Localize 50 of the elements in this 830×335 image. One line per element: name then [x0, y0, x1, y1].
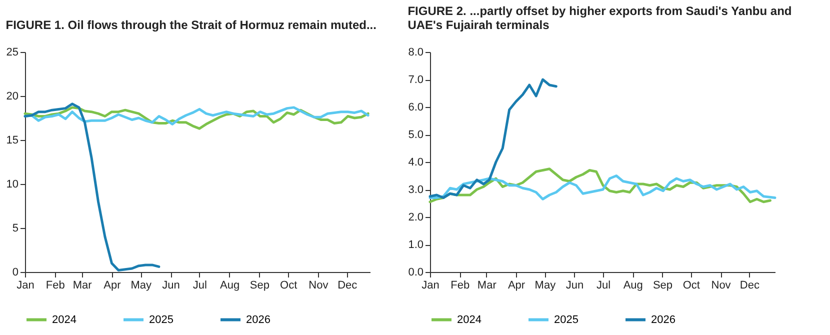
x-tick-label: Sep: [652, 280, 673, 292]
y-tick-label: 8.0: [408, 46, 424, 58]
x-tick-label: Aug: [220, 280, 240, 292]
y-tick-label: 20: [6, 90, 18, 102]
y-tick-label: 6.0: [408, 102, 424, 114]
y-tick-label: 5: [12, 222, 18, 234]
x-tick-label: Mar: [72, 280, 92, 292]
legend-label: 2024: [457, 314, 482, 326]
legend-label: 2025: [149, 314, 174, 326]
x-tick-label: Dec: [740, 280, 760, 292]
legend-label: 2024: [52, 314, 76, 326]
y-tick-label: 7.0: [408, 74, 424, 86]
legend-label: 2026: [651, 314, 676, 326]
x-tick-label: Apr: [104, 280, 122, 292]
x-tick-label: May: [130, 280, 152, 292]
x-tick-label: Feb: [46, 280, 65, 292]
x-tick-label: Apr: [508, 280, 526, 292]
x-tick-label: Dec: [338, 280, 358, 292]
legend-label: 2025: [554, 314, 578, 326]
line-series: [428, 78, 558, 199]
x-tick-label: Jan: [422, 280, 440, 292]
x-tick-label: Sep: [250, 280, 270, 292]
y-tick-label: 2.0: [408, 212, 424, 224]
legend-label: 2026: [246, 314, 270, 326]
x-tick-label: Aug: [623, 280, 643, 292]
x-tick-label: Nov: [711, 280, 732, 292]
y-tick-label: 5.0: [408, 129, 424, 141]
y-tick-label: 15: [6, 134, 18, 146]
y-tick-label: 25: [6, 46, 18, 58]
x-tick-label: Jan: [16, 280, 34, 292]
x-tick-label: Feb: [450, 280, 470, 292]
y-tick-label: 0.0: [408, 266, 424, 278]
x-tick-label: Jun: [566, 280, 584, 292]
x-tick-label: Jun: [162, 280, 180, 292]
x-tick-label: Jul: [192, 280, 207, 292]
x-tick-label: Nov: [308, 280, 329, 292]
y-tick-label: 1.0: [408, 239, 424, 251]
chart-title: FIGURE 2. ...partly offset by higher exports from Saudi's Yanbu and UAE's Fujairah terminals: [408, 4, 792, 32]
y-tick-label: 3.0: [408, 184, 424, 196]
x-tick-label: May: [534, 280, 556, 292]
y-tick-label: 4.0: [408, 156, 424, 168]
chart-title: FIGURE 1. Oil flows through the Strait of Hormuz remain muted...: [6, 18, 376, 32]
line-series: [428, 174, 776, 200]
x-tick-label: Oct: [280, 280, 298, 292]
x-tick-label: Mar: [477, 280, 497, 292]
y-tick-label: 0: [12, 266, 18, 278]
line-series: [24, 102, 160, 272]
x-tick-label: Jul: [596, 280, 611, 292]
y-tick-label: 10: [6, 178, 18, 190]
x-tick-label: Oct: [682, 280, 700, 292]
